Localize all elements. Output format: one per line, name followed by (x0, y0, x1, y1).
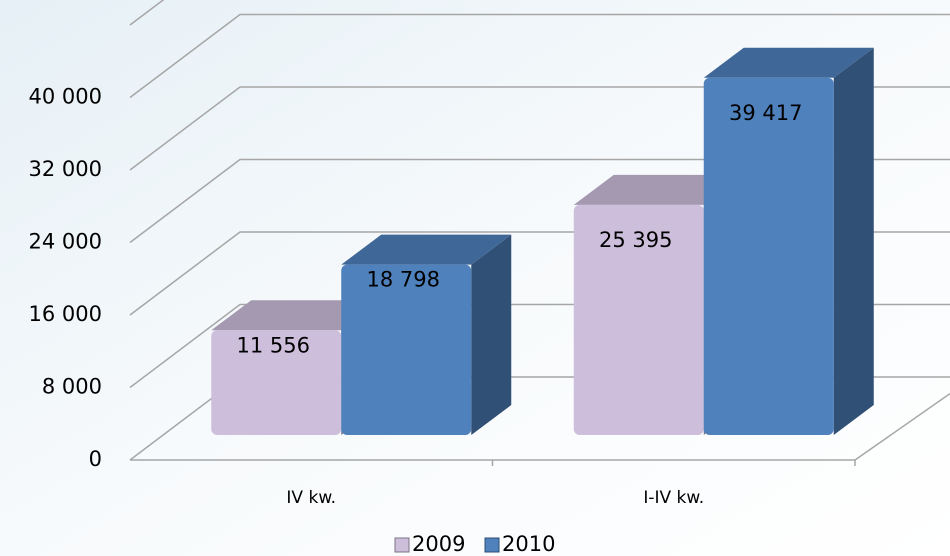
bar-top (211, 300, 382, 331)
bar (573, 204, 704, 435)
bar-top (573, 174, 744, 205)
legend-label: 2010 (502, 532, 555, 556)
bar (211, 330, 342, 435)
legend-swatch (484, 537, 500, 553)
data-label: 11 556 (237, 333, 310, 357)
bar-side (833, 47, 874, 435)
bar (703, 77, 834, 435)
bar-top (341, 234, 512, 265)
bar (341, 264, 472, 435)
legend-swatch (394, 537, 410, 553)
x-tick-label: IV kw. (286, 488, 336, 508)
bar-top (703, 47, 874, 78)
legend-label: 2009 (412, 532, 465, 556)
y-tick-label: 0 (89, 447, 102, 471)
data-label: 18 798 (367, 268, 440, 292)
y-tick-label: 16 000 (29, 302, 102, 326)
grid-line (129, 13, 950, 99)
y-tick-label: 32 000 (29, 157, 102, 181)
bar-side (471, 234, 512, 435)
data-label: 39 417 (729, 101, 802, 125)
y-tick-label: 40 000 (29, 85, 102, 109)
x-tick-label: I-IV kw. (643, 488, 704, 508)
y-tick-label: 24 000 (29, 230, 102, 254)
y-tick-label: 8 000 (42, 375, 102, 399)
data-label: 25 395 (599, 228, 672, 252)
